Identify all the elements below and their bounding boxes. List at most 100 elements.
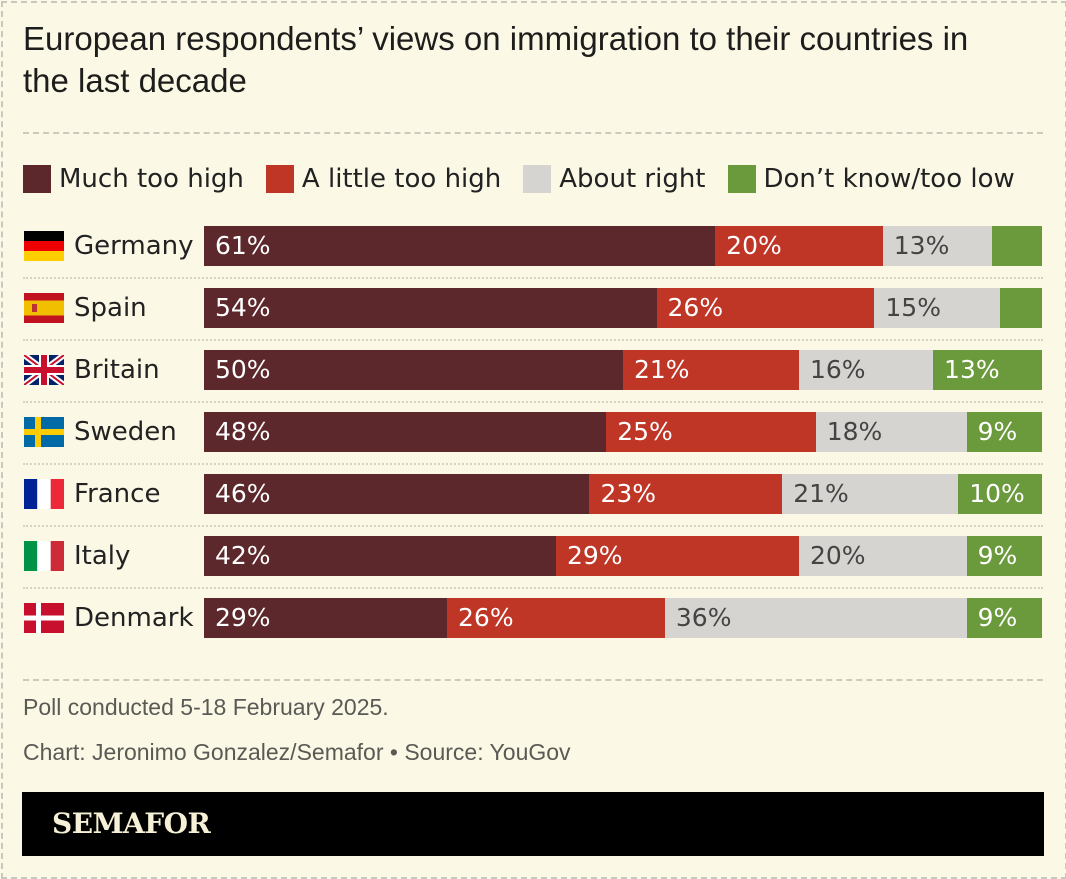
data-label: 48% (215, 417, 271, 446)
data-label: 29% (566, 541, 623, 570)
bar-segment: 16% (798, 350, 934, 390)
data-label: 61% (215, 231, 271, 260)
bar-segment: 48% (204, 412, 607, 452)
divider (23, 679, 1043, 681)
row-separator (23, 463, 1043, 465)
legend-swatch (265, 165, 294, 193)
legend-label: About right (559, 164, 706, 194)
bar-segment: 26% (656, 288, 875, 328)
bar-segment: 46% (204, 474, 590, 514)
bar-segment: 29% (204, 598, 448, 638)
bar-row: Denmark 29% 26% 36% 9% (0, 598, 1066, 638)
data-label: 46% (215, 479, 271, 508)
legend-item: About right (523, 164, 706, 194)
bar-row: Germany 61% 20% 13% (0, 226, 1066, 266)
semafor-logo: SEMAFOR (52, 807, 211, 840)
data-label: 15% (885, 293, 941, 322)
legend: Much too high A little too high About righ… (23, 164, 1015, 194)
divider (23, 132, 1043, 134)
footnote: Poll conducted 5-18 February 2025. (23, 694, 389, 720)
country-label: Germany (74, 231, 194, 261)
data-label: 9% (977, 417, 1018, 446)
country-label: Sweden (74, 417, 177, 447)
legend-item: Don’t know/too low (727, 164, 1015, 194)
legend-swatch (523, 165, 552, 193)
brand-bar: SEMAFOR (22, 792, 1044, 856)
country-label: Denmark (74, 603, 194, 633)
bar-segment: 10% (958, 474, 1043, 514)
data-label: 13% (893, 231, 950, 260)
data-label: 21% (634, 355, 690, 384)
data-label: 16% (809, 355, 866, 384)
chart-title: European respondents’ views on immigrati… (23, 20, 969, 99)
legend-label: Don’t know/too low (763, 164, 1015, 194)
bar-segment: 36% (664, 598, 968, 638)
bar-segment (991, 226, 1043, 266)
country-label: Italy (74, 541, 131, 571)
bar-row: Britain 50% 21% 16% 13% (0, 350, 1066, 390)
bar-segment (1000, 288, 1043, 328)
bar-segment: 42% (204, 536, 557, 576)
bar-row: Sweden 48% 25% 18% 9% (0, 412, 1066, 452)
bar-segment: 9% (966, 412, 1043, 452)
bar-segment: 15% (874, 288, 1001, 328)
data-label: 54% (215, 293, 271, 322)
bar-segment: 29% (555, 536, 800, 576)
country-label: Spain (74, 293, 147, 323)
data-label: 18% (826, 417, 883, 446)
legend-item: A little too high (265, 164, 502, 194)
legend-label: Much too high (59, 164, 244, 194)
row-separator (23, 587, 1043, 589)
row-separator (23, 339, 1043, 341)
legend-label: A little too high (301, 164, 502, 194)
data-label: 13% (944, 355, 1000, 384)
country-label: Britain (74, 355, 160, 385)
bar-segment: 9% (966, 598, 1043, 638)
sweden-flag-icon (24, 417, 64, 447)
data-label: 42% (215, 541, 271, 570)
bar-segment: 25% (606, 412, 817, 452)
credit: Chart: Jeronimo Gonzalez/Semafor • Sourc… (23, 739, 571, 765)
bar-row: France 46% 23% 21% 10% (0, 474, 1066, 514)
row-separator (23, 525, 1043, 527)
legend-swatch (727, 165, 756, 193)
bar-segment: 20% (715, 226, 884, 266)
bar-segment: 50% (204, 350, 624, 390)
row-separator (23, 277, 1043, 279)
italy-flag-icon (24, 541, 64, 571)
bar-segment: 9% (966, 536, 1043, 576)
bar-segment: 21% (782, 474, 959, 514)
bar-segment: 13% (933, 350, 1043, 390)
legend-item: Much too high (23, 164, 244, 194)
data-label: 26% (667, 293, 724, 322)
france-flag-icon (24, 479, 64, 509)
data-label: 10% (969, 479, 1025, 508)
germany-flag-icon (24, 231, 64, 261)
data-label: 9% (977, 603, 1018, 632)
data-label: 20% (809, 541, 866, 570)
data-label: 20% (726, 231, 782, 260)
data-label: 21% (793, 479, 849, 508)
spain-flag-icon (24, 293, 64, 323)
bar-segment: 18% (815, 412, 968, 452)
data-label: 50% (215, 355, 271, 384)
britain-flag-icon (24, 355, 64, 385)
row-separator (23, 401, 1043, 403)
country-label: France (74, 479, 161, 509)
bar-row: Spain 54% 26% 15% (0, 288, 1066, 328)
data-label: 23% (600, 479, 657, 508)
denmark-flag-icon (24, 603, 64, 633)
bar-row: Italy 42% 29% 20% 9% (0, 536, 1066, 576)
bar-segment: 21% (623, 350, 800, 390)
data-label: 25% (617, 417, 673, 446)
bar-segment: 20% (798, 536, 968, 576)
bar-segment: 13% (882, 226, 993, 266)
bar-segment: 54% (204, 288, 658, 328)
bar-segment: 61% (204, 226, 716, 266)
data-label: 9% (977, 541, 1018, 570)
legend-swatch (23, 165, 51, 193)
bar-segment: 26% (447, 598, 666, 638)
data-label: 29% (215, 603, 271, 632)
data-label: 26% (458, 603, 514, 632)
data-label: 36% (675, 603, 732, 632)
